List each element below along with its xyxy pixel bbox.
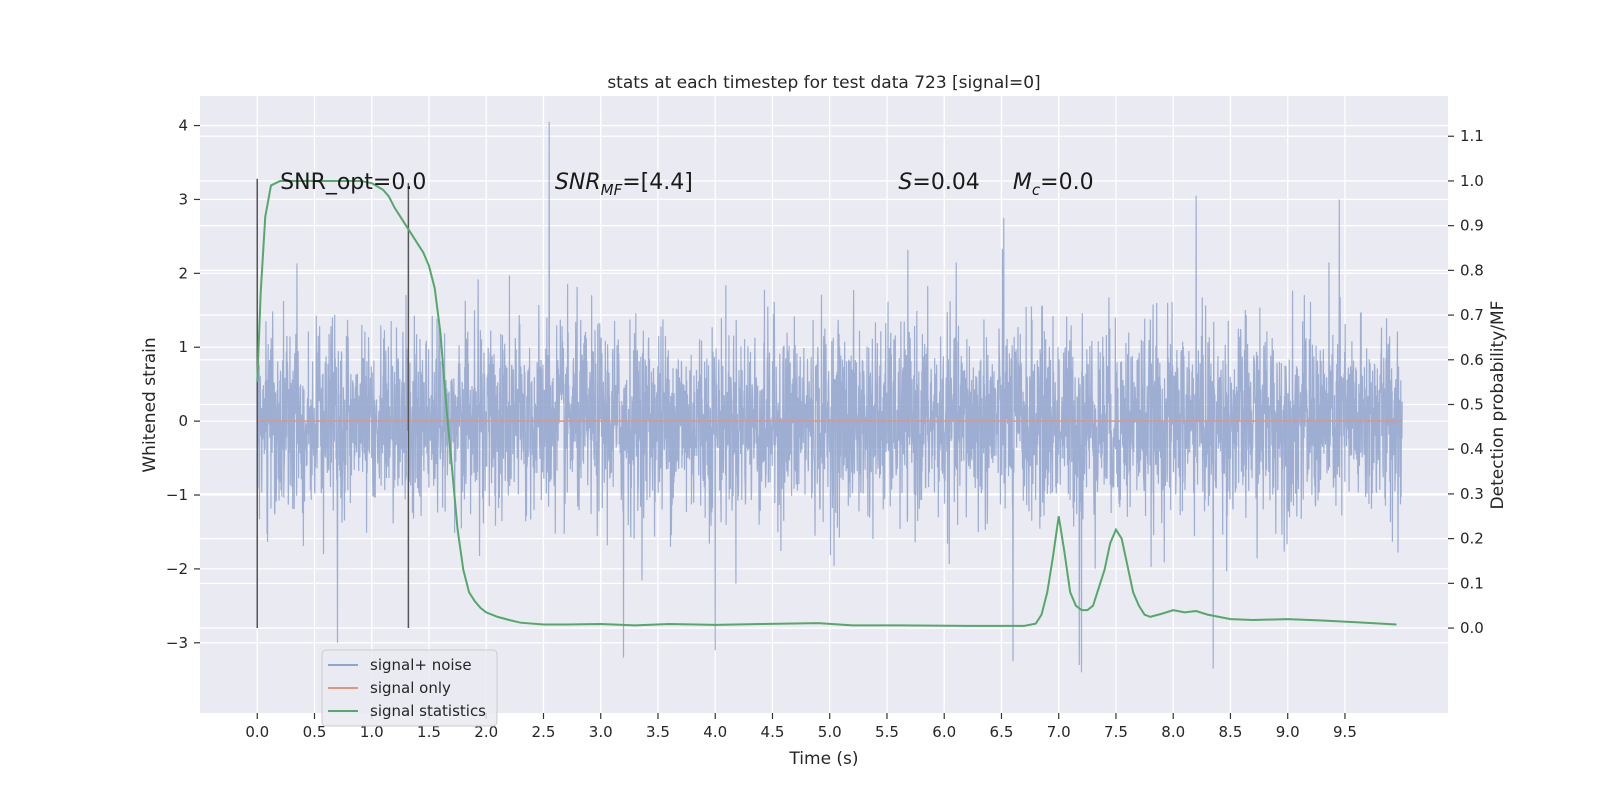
x-tick-label: 0.0 [245,723,269,741]
y-tick-label-right: 0.3 [1460,485,1484,503]
y-tick-label-right: 0.6 [1460,351,1484,369]
x-tick-label: 3.5 [646,723,670,741]
x-ticks: 0.0 0.5 1.0 1.5 2.0 2.5 3.0 3.5 4.0 4.5 5.0 5.5 6.0 6… [245,713,1357,741]
vertical-markers [256,178,410,629]
series-signal-statistics [256,179,1397,627]
annotations: SNR_opt=0.0 SNRMF=[4.4] S=0.04 Mc=0.0 [280,170,1093,199]
y-tick-label-right: 0.1 [1460,574,1484,592]
y-tick-label-left: 1 [178,338,188,356]
legend-label: signal only [370,679,451,697]
x-tick-label: 7.5 [1104,723,1128,741]
y-tick-label-right: 0.2 [1460,530,1484,548]
x-tick-label: 0.5 [303,723,327,741]
y-tick-label-right: 0.5 [1460,396,1484,414]
y-tick-label-left: 0 [178,412,188,430]
x-tick-label: 1.0 [360,723,384,741]
signal-noise-line [256,121,1403,673]
x-tick-label: 6.0 [932,723,956,741]
y-tick-label-left: 4 [178,117,188,135]
x-tick-label: 5.5 [875,723,899,741]
annotation-1: SNR_opt=0.0 [280,170,426,195]
legend-label: signal statistics [370,702,486,720]
x-tick-label: 9.5 [1333,723,1357,741]
x-tick-label: 8.5 [1219,723,1243,741]
chart-title: stats at each timestep for test data 723… [607,73,1040,93]
y-tick-label-right: 0.7 [1460,306,1484,324]
annotation-2: SNRMF=[4.4] [555,170,693,199]
legend-label: signal+ noise [370,656,472,674]
x-tick-label: 4.0 [703,723,727,741]
y-tick-label-left: 2 [178,264,188,282]
y-tick-label-left: −1 [166,486,188,504]
x-tick-label: 3.0 [589,723,613,741]
y-axis-label-right: Detection probability/MF [1488,301,1508,510]
y-tick-label-right: 0.0 [1460,619,1484,637]
series-signal-noise [256,121,1403,673]
y-tick-label-right: 0.8 [1460,261,1484,279]
x-tick-label: 4.5 [761,723,785,741]
x-tick-label: 8.0 [1161,723,1185,741]
y-tick-label-left: −2 [166,560,188,578]
annotation-3: S=0.04 [898,170,979,195]
x-axis-label: Time (s) [788,749,858,769]
signal-statistics-line [256,179,1397,627]
y-tick-label-right: 1.0 [1460,172,1484,190]
annotation-4: Mc=0.0 [1013,170,1094,199]
x-tick-label: 2.5 [532,723,556,741]
x-tick-label: 6.5 [990,723,1014,741]
x-tick-label: 2.0 [474,723,498,741]
y-tick-label-right: 0.9 [1460,217,1484,235]
x-tick-label: 9.0 [1276,723,1300,741]
x-tick-label: 1.5 [417,723,441,741]
y-tick-label-right: 1.1 [1460,127,1484,145]
y-tick-label-left: 3 [178,190,188,208]
legend: signal+ noise signal only signal statistic… [321,649,498,727]
y-ticks-right: 0.0 0.1 0.2 0.3 0.4 0.5 0.6 0.7 0.8 0.9 1.0 1.1 [1448,127,1484,637]
legend-box [321,649,498,727]
y-axis-label-left: Whitened strain [140,337,160,472]
x-tick-label: 7.0 [1047,723,1071,741]
y-ticks-left: −3 −2 −1 0 1 2 3 4 [166,117,200,652]
x-tick-label: 5.0 [818,723,842,741]
y-tick-label-left: −3 [166,634,188,652]
y-tick-label-right: 0.4 [1460,440,1484,458]
